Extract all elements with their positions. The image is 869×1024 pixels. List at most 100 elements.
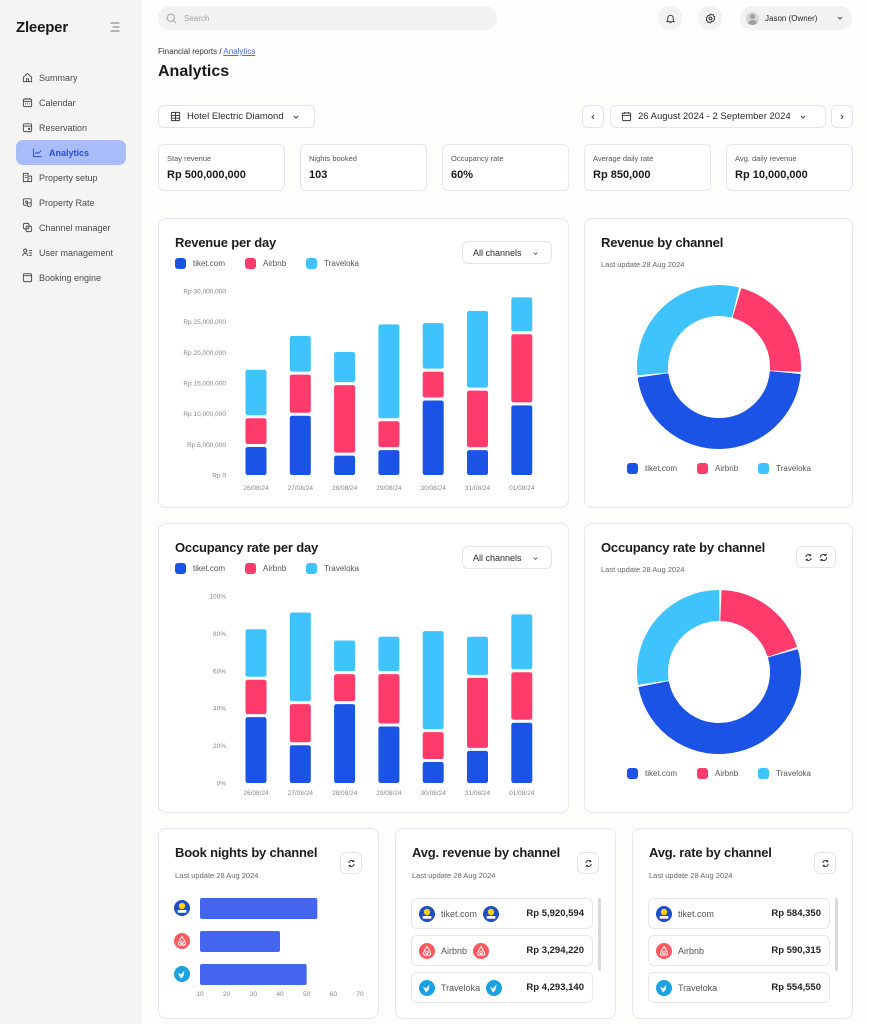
- list-item[interactable]: Airbnb Rp 3,294,220: [411, 935, 593, 966]
- hbar-airbnb[interactable]: [200, 931, 280, 952]
- hbar-traveloka[interactable]: [200, 964, 307, 985]
- refresh-button[interactable]: [340, 852, 362, 874]
- refresh-button[interactable]: [804, 553, 813, 562]
- bar-segment-tiket-com[interactable]: [378, 726, 400, 783]
- sidebar-collapse-icon[interactable]: [108, 20, 122, 34]
- x-tick-label: 20: [223, 991, 231, 998]
- date-range-select[interactable]: 26 August 2024 - 2 September 2024: [610, 105, 826, 128]
- bar-segment-tiket-com[interactable]: [245, 717, 267, 783]
- bar-segment-tiket-com[interactable]: [378, 450, 400, 475]
- notifications-button[interactable]: [658, 6, 682, 30]
- refresh-button[interactable]: [814, 852, 836, 874]
- hotel-select[interactable]: Hotel Electric Diamond: [158, 105, 315, 128]
- sidebar-item-calendar[interactable]: Calendar: [16, 90, 126, 115]
- sidebar-item-channel-manager[interactable]: Channel manager: [16, 215, 126, 240]
- x-tick-label: 10: [196, 991, 204, 998]
- bar-segment-airbnb[interactable]: [334, 674, 356, 702]
- bar-segment-traveloka[interactable]: [378, 324, 400, 419]
- bar-segment-traveloka[interactable]: [467, 636, 488, 675]
- list-item[interactable]: Traveloka Rp 4,293,140: [411, 972, 593, 1003]
- bar-segment-tiket-com[interactable]: [422, 762, 444, 783]
- legend-label: Traveloka: [776, 464, 811, 473]
- bar-segment-tiket-com[interactable]: [511, 722, 533, 783]
- sidebar-item-summary[interactable]: Summary: [16, 65, 126, 90]
- bar-segment-tiket-com[interactable]: [511, 405, 533, 475]
- donut-slice-airbnb[interactable]: [732, 288, 801, 372]
- bar-segment-airbnb[interactable]: [467, 390, 488, 448]
- bar-segment-airbnb[interactable]: [467, 677, 488, 748]
- breadcrumb-parent[interactable]: Financial reports: [158, 47, 218, 56]
- settings-button[interactable]: [698, 6, 722, 30]
- user-menu[interactable]: Jason (Owner): [740, 6, 852, 30]
- list-item[interactable]: Traveloka Rp 554,550: [648, 972, 830, 1003]
- list-item[interactable]: tiket.com Rp 5,920,594: [411, 898, 593, 929]
- bar-segment-traveloka[interactable]: [289, 336, 311, 372]
- bar-segment-airbnb[interactable]: [289, 374, 311, 413]
- bar-segment-tiket-com[interactable]: [289, 415, 311, 475]
- bar-segment-traveloka[interactable]: [245, 369, 267, 416]
- search-bar[interactable]: [158, 6, 497, 30]
- bar-segment-tiket-com[interactable]: [422, 400, 444, 475]
- kpi-label: Avg. daily revenue: [735, 154, 797, 163]
- bar-segment-airbnb[interactable]: [289, 704, 311, 743]
- sidebar-item-property-rate[interactable]: Property Rate: [16, 190, 126, 215]
- bar-segment-traveloka[interactable]: [511, 297, 533, 332]
- donut-slice-tiket-com[interactable]: [637, 371, 801, 449]
- bar-segment-tiket-com[interactable]: [334, 704, 356, 783]
- legend-label: tiket.com: [645, 769, 678, 778]
- scrollbar[interactable]: [835, 898, 838, 971]
- bar-segment-traveloka[interactable]: [378, 636, 400, 672]
- hbar-tiket-com[interactable]: [200, 898, 318, 919]
- sidebar-item-property-setup[interactable]: Property setup: [16, 165, 126, 190]
- donut-slice-airbnb[interactable]: [720, 590, 797, 657]
- bar-segment-airbnb[interactable]: [422, 371, 444, 398]
- donut-slice-tiket-com[interactable]: [638, 649, 801, 754]
- bar-segment-traveloka[interactable]: [422, 323, 444, 369]
- sidebar-item-reservation[interactable]: Reservation: [16, 115, 126, 140]
- channel-value: Rp 4,293,140: [526, 982, 584, 993]
- list-item[interactable]: tiket.com Rp 584,350: [648, 898, 830, 929]
- bar-segment-tiket-com[interactable]: [245, 447, 267, 475]
- breadcrumb-current[interactable]: Analytics: [223, 47, 256, 56]
- previous-range-button[interactable]: [582, 105, 604, 128]
- bar-segment-airbnb[interactable]: [511, 672, 533, 720]
- bar-segment-airbnb[interactable]: [334, 385, 356, 453]
- legend-item-airbnb: Airbnb: [245, 258, 286, 269]
- refresh-icon: [347, 859, 355, 867]
- sidebar-item-user-management[interactable]: User management: [16, 240, 126, 265]
- bar-segment-traveloka[interactable]: [422, 631, 444, 730]
- bar-segment-tiket-com[interactable]: [289, 745, 311, 783]
- bar-segment-airbnb[interactable]: [511, 334, 533, 403]
- chevron-down-icon: [293, 115, 298, 119]
- channel-filter-select[interactable]: All channels: [462, 546, 552, 569]
- donut-slice-traveloka[interactable]: [637, 285, 739, 376]
- search-input[interactable]: [184, 13, 484, 23]
- bar-segment-tiket-com[interactable]: [467, 750, 488, 783]
- bar-segment-airbnb[interactable]: [378, 421, 400, 448]
- bar-segment-airbnb[interactable]: [245, 679, 267, 715]
- bar-segment-traveloka[interactable]: [334, 640, 356, 672]
- kpi-occupancy-rate: Occupancy rate 60%: [442, 144, 569, 191]
- bar-segment-traveloka[interactable]: [289, 612, 311, 702]
- date-range-value: 26 August 2024 - 2 September 2024: [638, 111, 791, 122]
- refresh-button[interactable]: [577, 852, 599, 874]
- bar-segment-traveloka[interactable]: [334, 351, 356, 383]
- bar-segment-traveloka[interactable]: [467, 310, 488, 388]
- bar-segment-tiket-com[interactable]: [467, 450, 488, 475]
- channel-filter-select[interactable]: All channels: [462, 241, 552, 264]
- sidebar-item-analytics[interactable]: Analytics: [16, 140, 126, 165]
- sidebar-item-booking-engine[interactable]: Booking engine: [16, 265, 126, 290]
- donut-slice-traveloka[interactable]: [637, 590, 720, 685]
- bar-segment-airbnb[interactable]: [422, 732, 444, 760]
- next-range-button[interactable]: [831, 105, 853, 128]
- bar-segment-airbnb[interactable]: [378, 674, 400, 724]
- bar-segment-tiket-com[interactable]: [334, 455, 356, 475]
- scrollbar[interactable]: [598, 898, 601, 971]
- channel-name: Traveloka: [678, 982, 718, 993]
- list-item[interactable]: Airbnb Rp 590,315: [648, 935, 830, 966]
- bar-segment-traveloka[interactable]: [511, 614, 533, 670]
- bar-segment-traveloka[interactable]: [245, 629, 267, 677]
- legend-swatch: [245, 258, 257, 269]
- sync-button[interactable]: [819, 553, 828, 562]
- bar-segment-airbnb[interactable]: [245, 418, 267, 445]
